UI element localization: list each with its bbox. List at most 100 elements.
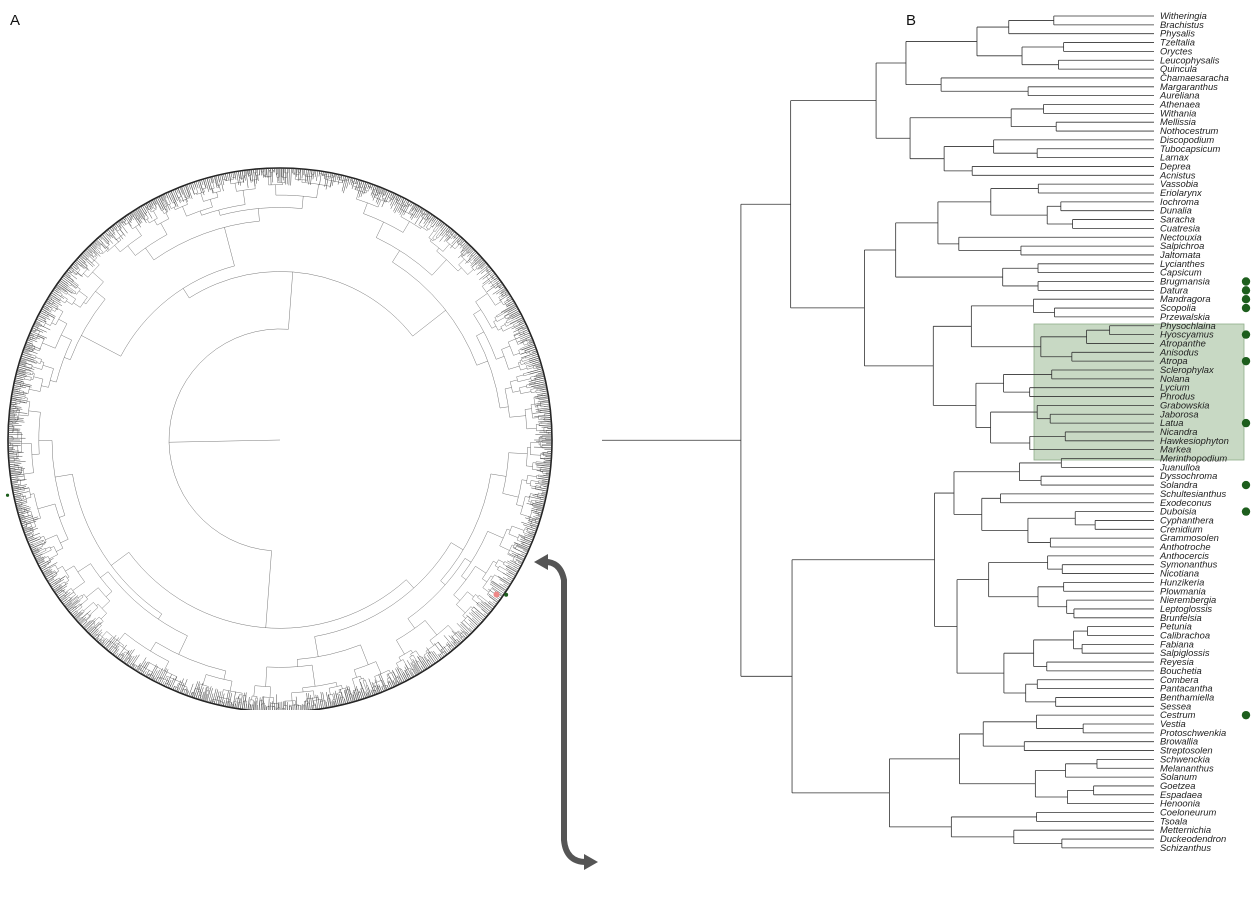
taxon-label: Hunzikeria [1160, 576, 1204, 587]
radial-branch [397, 682, 399, 685]
taxon-label: Nierembergia [1160, 594, 1216, 605]
radial-branch [8, 417, 16, 419]
radial-branch [388, 198, 391, 203]
tip-branch [338, 696, 341, 706]
radial-branch [112, 225, 117, 230]
arc-branch [524, 409, 527, 429]
radial-branch [14, 495, 21, 498]
tip-branch [319, 171, 322, 186]
marker-dot [1241, 286, 1251, 295]
radial-branch [532, 524, 538, 528]
tip-branch [262, 696, 265, 710]
tip-branch [288, 168, 290, 186]
taxon-label: Brachistus [1160, 19, 1204, 30]
arc-branch [39, 379, 44, 392]
tip-branch [391, 669, 400, 685]
tip-branch [534, 482, 549, 486]
radial-branch [229, 179, 232, 184]
radial-branch [24, 509, 27, 511]
arc-branch [128, 552, 407, 629]
tip-branch [48, 578, 55, 583]
tip-branch [541, 454, 552, 456]
tip-branch [421, 210, 426, 217]
tip-branch [32, 325, 47, 333]
tip-branch [23, 527, 33, 532]
tip-branch [534, 373, 544, 377]
radial-branch [250, 169, 252, 175]
radial-branch [9, 413, 15, 415]
tip-branch [350, 177, 354, 186]
radial-branch [64, 601, 71, 606]
tip-branch [27, 537, 35, 541]
tip-branch [47, 575, 57, 582]
arc-branch [436, 250, 459, 272]
radial-branch [24, 345, 30, 348]
arrow-head-top [534, 554, 548, 570]
tip-branch [112, 225, 124, 240]
tip-branch [529, 534, 535, 537]
tip-branch [55, 286, 61, 291]
taxon-label: Hawkesiophyton [1160, 435, 1229, 446]
radial-branch [97, 634, 100, 636]
radial-branch [146, 674, 149, 678]
tip-branch [479, 262, 487, 269]
taxon-label: Juanulloa [1159, 461, 1200, 472]
radial-branch [537, 515, 542, 517]
tip-branch [411, 671, 415, 677]
marker-dot [504, 592, 509, 597]
tip-branch [505, 568, 517, 575]
arc-branch [540, 402, 542, 407]
tip-branch [33, 553, 38, 557]
arc-branch [54, 503, 69, 540]
tip-branch [16, 506, 30, 510]
arc-branch [458, 264, 468, 275]
tip-branch [498, 284, 504, 289]
radial-branch [526, 383, 547, 389]
radial-branch [536, 374, 545, 378]
radial-branch [508, 298, 513, 302]
radial-branch [83, 302, 87, 305]
radial-branch [520, 367, 528, 371]
radial-branch [91, 243, 100, 252]
tip-branch [241, 170, 245, 183]
radial-branch [176, 687, 179, 692]
tip-branch [508, 307, 518, 313]
radial-branch [59, 515, 65, 518]
radial-branch [13, 385, 21, 388]
radial-branch [538, 480, 549, 483]
arc-branch [400, 669, 402, 671]
radial-branch [303, 705, 305, 710]
radial-branch [34, 323, 42, 327]
radial-branch [529, 350, 538, 354]
tip-branch [201, 179, 204, 185]
radial-branch [444, 651, 448, 655]
arc-branch [71, 299, 76, 305]
radial-branch [225, 701, 227, 707]
radial-branch [87, 624, 95, 633]
radial-branch [31, 329, 35, 332]
tip-branch [152, 199, 157, 208]
tip-branch [526, 503, 544, 508]
tip-branch [353, 690, 358, 701]
tip-branch [504, 308, 519, 317]
arc-branch [376, 237, 433, 276]
panel-a-label: A [10, 12, 21, 29]
arc-branch [410, 650, 417, 655]
radial-branch [454, 244, 460, 250]
radial-branch [173, 207, 176, 210]
radial-branch [44, 563, 49, 567]
arc-branch [418, 224, 428, 231]
tip-branch [38, 558, 54, 567]
radial-branch [413, 661, 421, 674]
arc-branch [70, 284, 72, 286]
radial-branch [138, 664, 141, 668]
tip-branch [228, 172, 231, 182]
radial-branch [454, 233, 458, 237]
tip-branch [404, 666, 412, 679]
radial-branch [10, 473, 21, 476]
tip-branch [536, 409, 551, 412]
arc-branch [76, 610, 78, 613]
tip-branch [134, 665, 138, 670]
tip-branch [511, 313, 522, 320]
radial-branch [101, 631, 107, 637]
